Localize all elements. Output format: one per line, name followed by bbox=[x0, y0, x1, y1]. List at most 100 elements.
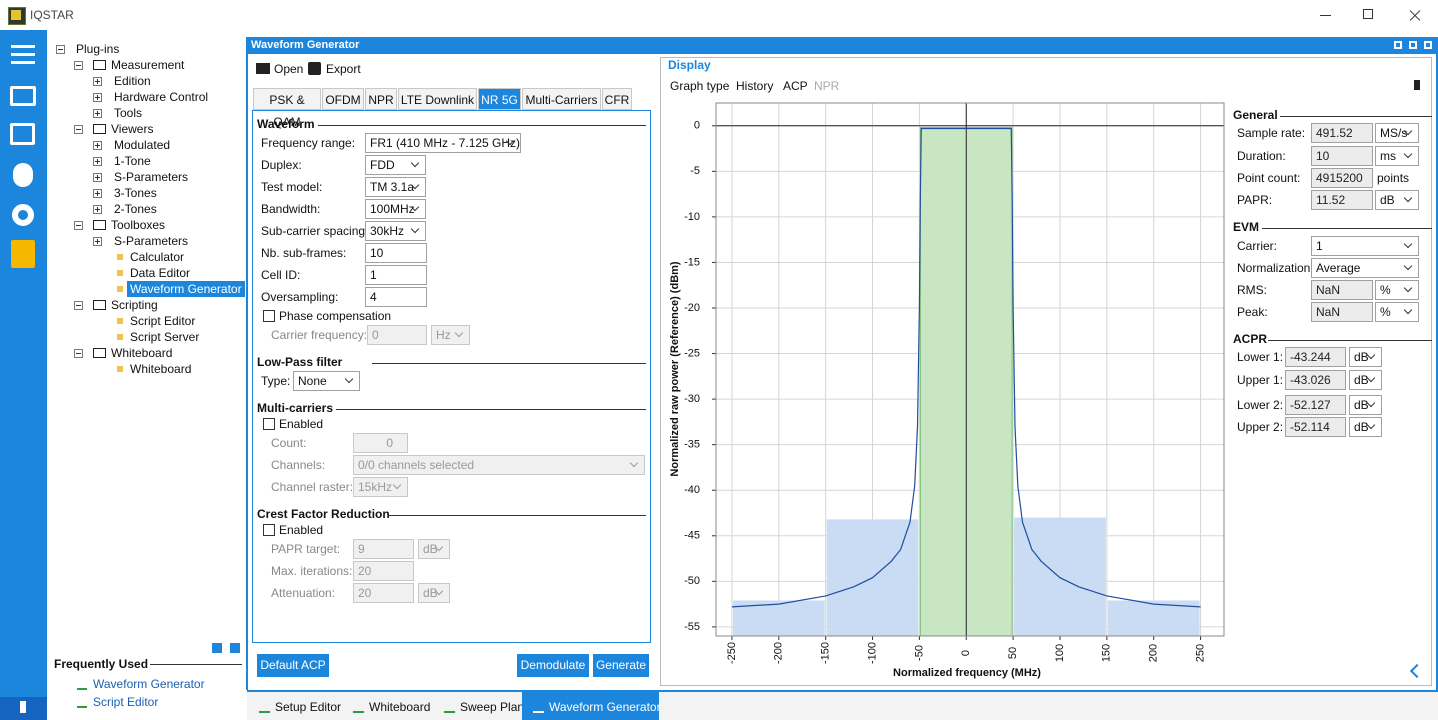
dropdown[interactable]: FR1 (410 MHz - 7.125 GHz) bbox=[365, 133, 521, 153]
bottom-tab-label: Sweep Plan bbox=[460, 700, 525, 714]
menu-item[interactable]: ACP bbox=[783, 79, 808, 93]
dropdown[interactable]: 30kHz bbox=[365, 221, 426, 241]
section-rule bbox=[1280, 116, 1432, 117]
dropdown[interactable]: dB bbox=[1375, 190, 1419, 210]
tab[interactable]: PSK & QAM bbox=[253, 88, 321, 129]
button[interactable]: Generate bbox=[593, 654, 649, 677]
text-input[interactable]: NaN bbox=[1311, 280, 1373, 300]
button[interactable]: Demodulate bbox=[517, 654, 589, 677]
tab[interactable]: CFR bbox=[602, 88, 632, 110]
section-title: Multi-carriers bbox=[257, 401, 334, 415]
shortcut-link[interactable]: Waveform Generator bbox=[93, 677, 205, 691]
tree-item[interactable]: Scripting bbox=[111, 298, 158, 312]
text-input: 20 bbox=[353, 561, 414, 581]
tree-item[interactable]: Calculator bbox=[130, 250, 185, 264]
menu-item[interactable]: History bbox=[736, 79, 774, 93]
tree-item[interactable]: Viewers bbox=[111, 122, 154, 136]
dropdown[interactable]: FDD bbox=[365, 155, 426, 175]
dropdown[interactable]: % bbox=[1375, 280, 1419, 300]
button[interactable]: Default ACP bbox=[257, 654, 329, 677]
tree-item[interactable]: S-Parameters bbox=[114, 234, 189, 248]
text-input[interactable]: -43.026 bbox=[1285, 370, 1346, 390]
tree-item[interactable]: Waveform Generator bbox=[127, 281, 245, 297]
tree-item[interactable]: Data Editor bbox=[130, 266, 191, 280]
terminal-icon bbox=[10, 123, 35, 145]
field-label: Cell ID: bbox=[261, 268, 301, 282]
tree-item[interactable]: S-Parameters bbox=[114, 170, 189, 184]
dropdown[interactable]: dB bbox=[1349, 395, 1382, 415]
shortcut-link[interactable]: Script Editor bbox=[93, 695, 159, 709]
header-button bbox=[1409, 41, 1417, 49]
side-bar bbox=[0, 30, 47, 720]
tree-item[interactable]: Edition bbox=[114, 74, 151, 88]
field-label: Sample rate: bbox=[1237, 126, 1306, 140]
menu-icon bbox=[11, 53, 35, 56]
dropdown[interactable]: 1 bbox=[1311, 236, 1419, 256]
expander-bar bbox=[76, 65, 81, 66]
tree-item[interactable]: Whiteboard bbox=[111, 346, 173, 360]
tree-item[interactable]: Script Server bbox=[130, 330, 200, 344]
field-label: Sub-carrier spacing: bbox=[261, 224, 369, 238]
window-header bbox=[247, 37, 1438, 54]
bottom-tab-label: Setup Editor bbox=[275, 700, 342, 714]
minimize-button[interactable] bbox=[1320, 15, 1331, 16]
checkbox-label: Phase compensation bbox=[279, 309, 392, 323]
text-input[interactable]: 4915200 bbox=[1311, 168, 1373, 188]
tree-item[interactable]: Hardware Control bbox=[114, 90, 209, 104]
dropdown[interactable]: MS/s bbox=[1375, 123, 1419, 143]
tree-item[interactable]: Script Editor bbox=[130, 314, 196, 328]
checkbox[interactable] bbox=[263, 310, 275, 322]
dropdown[interactable]: Average bbox=[1311, 258, 1419, 278]
tab[interactable]: LTE Downlink bbox=[398, 88, 477, 110]
section-title: Frequently Used bbox=[54, 657, 149, 671]
section-title: Crest Factor Reduction bbox=[257, 507, 390, 521]
checkbox[interactable] bbox=[263, 524, 275, 536]
tab[interactable]: NPR bbox=[365, 88, 397, 110]
dropdown[interactable]: % bbox=[1375, 302, 1419, 322]
unit-label: points bbox=[1377, 171, 1410, 185]
dropdown: dB bbox=[418, 583, 450, 603]
tree-item[interactable]: Whiteboard bbox=[130, 362, 192, 376]
bottom-tab-bar bbox=[247, 690, 1438, 720]
dropdown[interactable]: 100MHz bbox=[365, 199, 426, 219]
dropdown[interactable]: dB bbox=[1349, 417, 1382, 437]
toolbar-button[interactable]: Open bbox=[274, 62, 304, 76]
dropdown[interactable]: dB bbox=[1349, 370, 1382, 390]
text-input[interactable]: 10 bbox=[365, 243, 427, 263]
text-input[interactable]: 1 bbox=[365, 265, 427, 285]
tree-item[interactable]: 1-Tone bbox=[114, 154, 151, 168]
add-button[interactable] bbox=[212, 643, 222, 653]
remove-button[interactable] bbox=[230, 643, 240, 653]
dropdown[interactable]: TM 3.1a bbox=[365, 177, 426, 197]
tree-icon bbox=[93, 300, 106, 310]
tree-item[interactable]: Plug-ins bbox=[76, 42, 120, 56]
text-input[interactable]: 491.52 bbox=[1311, 123, 1373, 143]
toolbar-button[interactable]: Export bbox=[326, 62, 361, 76]
tree-item[interactable]: Measurement bbox=[111, 58, 185, 72]
tab[interactable]: NR 5G bbox=[478, 88, 521, 110]
maximize-button[interactable] bbox=[1363, 9, 1373, 19]
tree-item[interactable]: Tools bbox=[114, 106, 143, 120]
tab[interactable]: OFDM bbox=[322, 88, 364, 110]
tree-item[interactable]: Modulated bbox=[114, 138, 171, 152]
menu-item[interactable]: Graph type bbox=[670, 79, 730, 93]
dropdown[interactable]: ms bbox=[1375, 146, 1419, 166]
text-input[interactable]: -52.114 bbox=[1285, 417, 1346, 437]
tree-item[interactable]: Toolboxes bbox=[111, 218, 166, 232]
tree-item[interactable]: 2-Tones bbox=[114, 202, 157, 216]
section-title: Low-Pass filter bbox=[257, 355, 343, 369]
pin-icon bbox=[20, 701, 26, 713]
text-input[interactable]: NaN bbox=[1311, 302, 1373, 322]
section-rule bbox=[372, 363, 646, 364]
bottom-tab[interactable] bbox=[522, 692, 659, 720]
text-input[interactable]: -43.244 bbox=[1285, 347, 1346, 367]
tree-item[interactable]: 3-Tones bbox=[114, 186, 157, 200]
tab[interactable]: Multi-Carriers bbox=[522, 88, 601, 110]
text-input[interactable]: -52.127 bbox=[1285, 395, 1346, 415]
checkbox[interactable] bbox=[263, 418, 275, 430]
text-input[interactable]: 10 bbox=[1311, 146, 1373, 166]
dropdown[interactable]: None bbox=[293, 371, 360, 391]
text-input[interactable]: 4 bbox=[365, 287, 427, 307]
text-input[interactable]: 11.52 bbox=[1311, 190, 1373, 210]
dropdown[interactable]: dB bbox=[1349, 347, 1382, 367]
